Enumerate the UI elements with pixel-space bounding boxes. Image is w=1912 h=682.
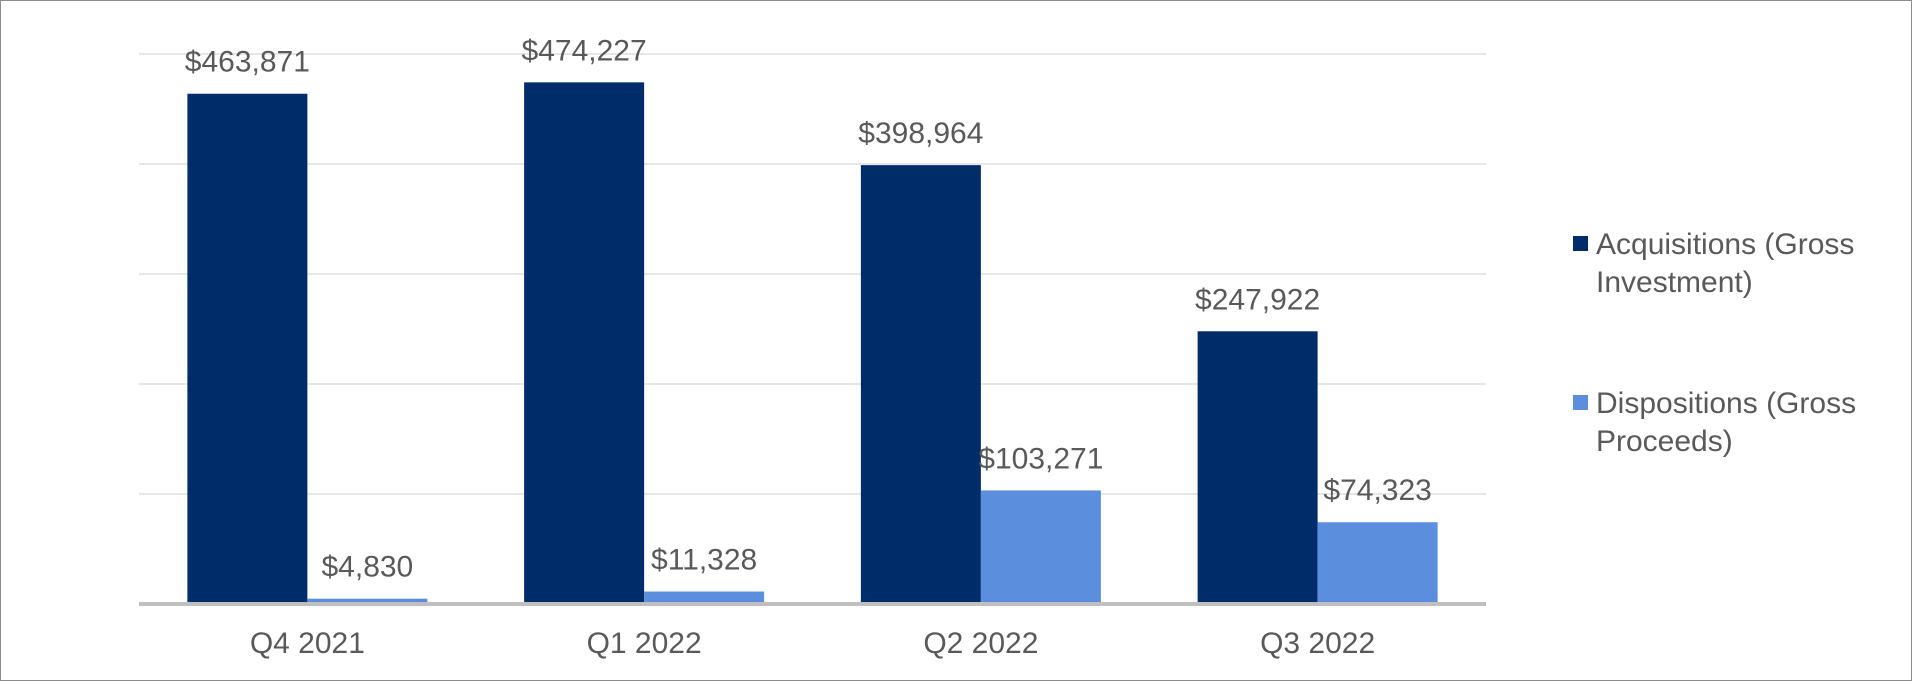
bar-acquisitions <box>860 165 981 605</box>
data-label: $463,871 <box>185 46 310 79</box>
bar-acquisitions <box>187 93 308 605</box>
data-label: $103,271 <box>978 442 1103 475</box>
x-tick-label: Q4 2021 <box>250 627 365 660</box>
bar-acquisitions <box>524 82 645 605</box>
data-label: $4,830 <box>321 551 413 584</box>
bars <box>187 82 1438 605</box>
legend: Acquisitions (Gross Investment) Dispositio… <box>1573 228 1856 458</box>
bar-dispositions <box>307 598 428 604</box>
data-label: $11,328 <box>651 544 757 577</box>
data-label: $74,323 <box>1323 474 1431 507</box>
legend-swatch-acquisitions <box>1573 236 1588 251</box>
data-label: $247,922 <box>1195 283 1320 316</box>
data-labels: $463,871 $4,830 $474,227 $11,328 $398,964 $10… <box>185 34 1432 583</box>
bar-acquisitions <box>1197 331 1318 604</box>
data-label: $474,227 <box>522 34 647 67</box>
x-tick-label: Q2 2022 <box>923 627 1038 660</box>
legend-label: Proceeds) <box>1596 425 1733 458</box>
legend-label: Investment) <box>1596 266 1753 299</box>
bar-dispositions <box>980 490 1101 604</box>
x-axis: Q4 2021 Q1 2022 Q2 2022 Q3 2022 <box>139 602 1486 660</box>
bar-dispositions <box>644 591 765 604</box>
legend-label: Dispositions (Gross <box>1596 387 1856 420</box>
legend-label: Acquisitions (Gross <box>1596 228 1854 261</box>
bar-dispositions <box>1317 522 1438 604</box>
legend-swatch-dispositions <box>1573 395 1588 410</box>
x-tick-label: Q1 2022 <box>587 627 702 660</box>
data-label: $398,964 <box>858 117 983 150</box>
x-tick-label: Q3 2022 <box>1260 627 1375 660</box>
